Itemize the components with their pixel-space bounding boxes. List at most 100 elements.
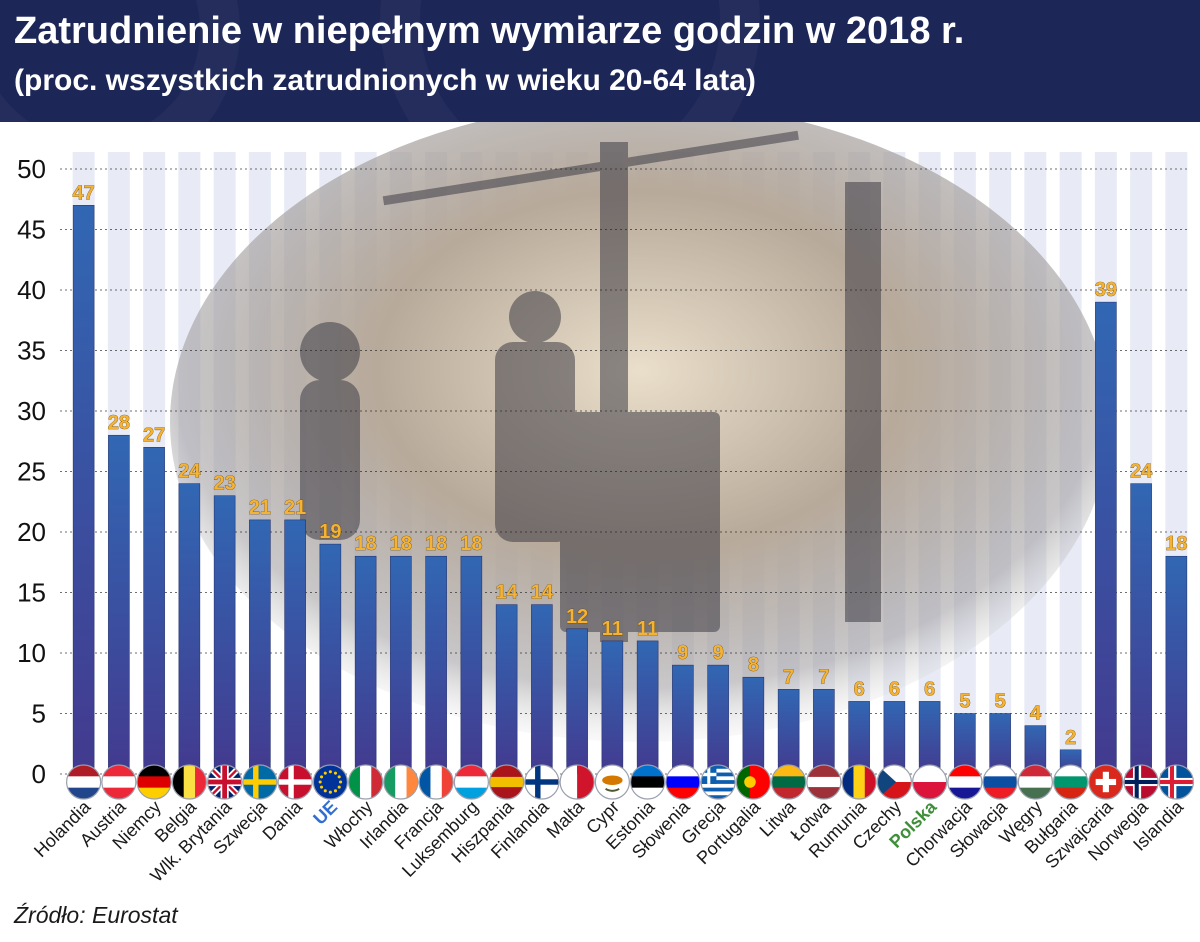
value-label: 39 [1095,279,1117,301]
bar [249,519,271,775]
value-label: 23 [214,473,236,495]
bars [72,205,1188,775]
y-tick-label: 35 [17,336,46,366]
y-tick-label: 5 [32,699,46,729]
bar [72,205,95,775]
y-tick-label: 20 [17,517,46,547]
france-flag-icon [418,764,454,800]
value-label: 9 [713,642,724,664]
czechia-flag-icon [876,764,912,800]
value-label: 14 [496,582,519,604]
bar [460,555,483,775]
y-tick-label: 30 [17,396,46,426]
y-tick-label: 50 [17,154,46,184]
bar [883,701,906,775]
y-tick-label: 25 [17,457,46,487]
value-label: 9 [677,642,688,664]
sweden-flag-icon [242,764,278,800]
slovakia-flag-icon [982,764,1018,800]
bar [848,701,870,775]
netherlands-flag-icon [66,764,102,800]
latvia-flag-icon [806,764,842,800]
value-label: 24 [1130,461,1153,483]
value-label: 18 [390,533,412,555]
value-label: 12 [566,606,588,628]
header-banner: Zatrudnienie w niepełnym wymiarze godzin… [0,0,1200,122]
bar [1095,301,1117,775]
value-label: 19 [319,521,341,543]
source-note: Źródło: Eurostat [14,902,178,928]
greece-flag-icon [700,764,736,800]
poland-flag-icon [912,764,948,800]
value-label: 24 [178,461,201,483]
estonia-flag-icon [630,764,666,800]
y-tick-label: 0 [32,759,46,789]
bar [813,689,835,775]
bulgaria-flag-icon [1053,764,1089,800]
y-tick-label: 45 [17,215,46,245]
value-label: 8 [748,654,759,676]
value-label: 11 [602,618,623,640]
value-label: 4 [1030,703,1042,725]
bar [672,664,694,775]
bar [566,628,588,775]
value-label: 14 [531,582,554,604]
value-label: 6 [854,678,865,700]
bar [319,543,342,775]
slovenia-flag-icon [665,764,701,800]
value-label: 5 [959,691,970,713]
switzerland-flag-icon [1088,764,1124,800]
x-axis-label: Malta [543,796,589,842]
malta-flag-icon [559,764,595,800]
bar [601,640,624,775]
finland-flag-icon [524,764,560,800]
eu-flag-icon [312,764,348,800]
hungary-flag-icon [1017,764,1053,800]
flags [66,764,1194,800]
bar [707,664,729,775]
chart-title: Zatrudnienie w niepełnym wymiarze godzin… [14,10,965,52]
value-label: 2 [1065,727,1076,749]
romania-flag-icon [841,764,877,800]
bar [1165,555,1188,775]
bar [777,689,800,775]
value-label: 18 [460,533,482,555]
portugal-flag-icon [735,764,771,800]
bar [213,495,236,775]
y-tick-label: 15 [17,578,46,608]
value-label: 21 [249,497,271,519]
value-label: 6 [924,678,935,700]
value-label: 7 [818,666,829,688]
austria-flag-icon [101,764,137,800]
value-label: 18 [1165,533,1187,555]
y-tick-label: 10 [17,638,46,668]
bar [531,604,553,775]
value-label: 11 [637,618,658,640]
y-axis-ticks: 0 5 10 15 20 25 30 35 40 45 50 [17,154,46,789]
x-axis-label: Dania [259,796,307,844]
chart-subtitle: (proc. wszystkich zatrudnionych w wieku … [14,64,756,97]
bar [108,434,130,775]
value-label: 5 [995,691,1006,713]
value-label: 18 [425,533,447,555]
bar [742,676,765,775]
cyprus-flag-icon [594,764,630,800]
bar [636,640,659,775]
value-label: 47 [73,182,95,204]
value-label: 27 [143,424,165,446]
y-tick-label: 40 [17,275,46,305]
luxembourg-flag-icon [453,764,489,800]
bar [918,701,941,775]
value-label: 28 [108,412,130,434]
germany-flag-icon [136,764,172,800]
uk-flag-icon [207,764,243,800]
value-label: 18 [355,533,377,555]
bar [1130,483,1152,775]
bar [425,555,447,775]
bar [354,555,377,775]
norway-flag-icon [1123,764,1159,800]
belgium-flag-icon [171,764,207,800]
